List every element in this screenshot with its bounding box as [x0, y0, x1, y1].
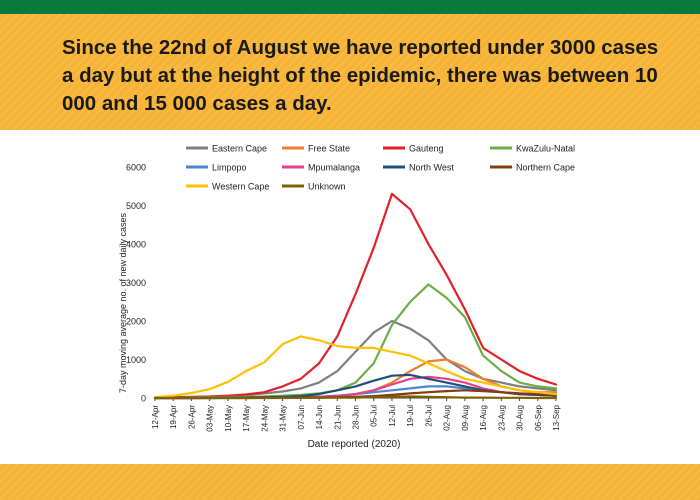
chart-legend: Eastern Cape Free State Gauteng KwaZulu-Nat…	[186, 144, 575, 192]
x-tick-label: 03-May	[206, 405, 215, 432]
y-tick-label: 6000	[126, 163, 146, 173]
line-chart: Eastern Cape Free State Gauteng KwaZulu-Nat…	[118, 144, 575, 451]
x-tick-label: 28-Jun	[352, 405, 361, 429]
series-line-unknown	[153, 395, 558, 400]
x-tick-label: 16-Aug	[479, 405, 488, 431]
x-tick-label: 31-May	[279, 405, 288, 432]
x-tick-label: 24-May	[260, 405, 269, 432]
x-tick-label: 02-Aug	[443, 405, 452, 431]
y-tick-label: 0	[141, 394, 146, 404]
legend-label-limpopo: Limpopo	[212, 163, 247, 173]
chart-x-tick-labels: 12-Apr 19-Apr 26-Apr 03-May 10-May 17-May 24-M…	[151, 404, 561, 431]
legend-label-kwazulu-natal: KwaZulu-Natal	[516, 144, 575, 154]
y-tick-label: 2000	[126, 317, 146, 327]
x-tick-label: 09-Aug	[461, 405, 470, 431]
headline-text: Since the 22nd of August we have reporte…	[62, 36, 659, 115]
x-axis-label: Date reported (2020)	[308, 439, 401, 450]
x-tick-label: 12-Apr	[151, 405, 160, 429]
bottom-band	[0, 464, 700, 500]
x-tick-label: 26-Jul	[424, 405, 433, 427]
legend-label-eastern-cape: Eastern Cape	[212, 144, 267, 154]
chart-series-lines	[153, 192, 558, 400]
legend-label-north-west: North West	[409, 163, 454, 173]
legend-label-western-cape: Western Cape	[212, 182, 269, 192]
top-stripe	[0, 0, 700, 14]
x-tick-label: 23-Aug	[497, 405, 506, 431]
x-tick-label: 06-Sep	[534, 404, 543, 430]
x-tick-label: 19-Apr	[169, 405, 178, 429]
x-tick-label: 05-Jul	[370, 405, 379, 427]
x-tick-label: 10-May	[224, 405, 233, 432]
y-tick-label: 3000	[126, 278, 146, 288]
x-tick-label: 26-Apr	[187, 405, 196, 429]
x-tick-label: 14-Jun	[315, 405, 324, 429]
x-tick-label: 07-Jun	[297, 405, 306, 429]
legend-label-free-state: Free State	[308, 144, 350, 154]
x-tick-label: 30-Aug	[516, 405, 525, 431]
legend-label-northern-cape: Northern Cape	[516, 163, 575, 173]
legend-label-gauteng: Gauteng	[409, 144, 444, 154]
headline-banner: Since the 22nd of August we have reporte…	[0, 14, 700, 130]
legend-label-mpumalanga: Mpumalanga	[308, 163, 360, 173]
x-tick-label: 21-Jun	[333, 405, 342, 429]
x-tick-label: 17-May	[242, 405, 251, 432]
x-tick-label: 12-Jul	[388, 405, 397, 427]
x-tick-label: 13-Sep	[552, 404, 561, 430]
y-tick-label: 4000	[126, 240, 146, 250]
y-tick-label: 5000	[126, 201, 146, 211]
series-line-western-cape	[153, 335, 558, 399]
chart-y-tick-labels: 0 1000 2000 3000 4000 5000 6000	[126, 163, 146, 404]
y-tick-label: 1000	[126, 355, 146, 365]
y-axis-label: 7-day moving average no. of new daily ca…	[118, 212, 128, 393]
legend-label-unknown: Unknown	[308, 182, 346, 192]
x-tick-label: 19-Jul	[406, 405, 415, 427]
